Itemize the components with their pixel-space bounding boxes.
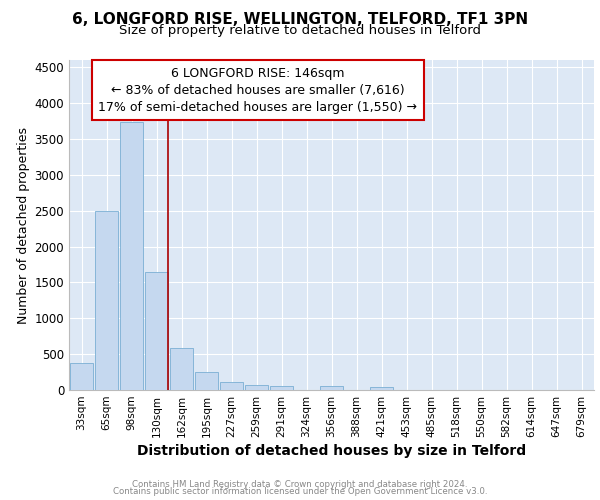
Text: 6, LONGFORD RISE, WELLINGTON, TELFORD, TF1 3PN: 6, LONGFORD RISE, WELLINGTON, TELFORD, T… [72, 12, 528, 28]
X-axis label: Distribution of detached houses by size in Telford: Distribution of detached houses by size … [137, 444, 526, 458]
Bar [70, 362, 94, 390]
Bar [320, 386, 343, 390]
Bar [145, 272, 169, 390]
Bar [95, 210, 118, 390]
Text: 6 LONGFORD RISE: 146sqm
← 83% of detached houses are smaller (7,616)
17% of semi: 6 LONGFORD RISE: 146sqm ← 83% of detache… [98, 66, 418, 114]
Text: Size of property relative to detached houses in Telford: Size of property relative to detached ho… [119, 24, 481, 37]
Bar [370, 387, 394, 390]
Text: Contains HM Land Registry data © Crown copyright and database right 2024.: Contains HM Land Registry data © Crown c… [132, 480, 468, 489]
Bar [220, 382, 244, 390]
Bar [269, 386, 293, 390]
Bar [170, 348, 193, 390]
Bar [245, 386, 268, 390]
Bar [194, 372, 218, 390]
Y-axis label: Number of detached properties: Number of detached properties [17, 126, 31, 324]
Bar [119, 122, 143, 390]
Text: Contains public sector information licensed under the Open Government Licence v3: Contains public sector information licen… [113, 488, 487, 496]
